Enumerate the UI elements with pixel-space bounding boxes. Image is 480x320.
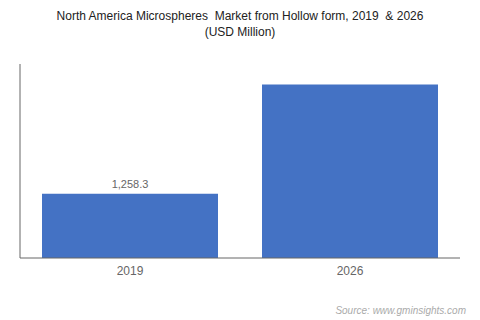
html-text:Source: www.gminsights.com: Source: www.gminsights.com — [335, 305, 466, 316]
svg-text:1,258.3: 1,258.3 — [112, 178, 149, 190]
svg-text:2019: 2019 — [117, 264, 144, 278]
svg-text:2026: 2026 — [337, 264, 364, 278]
html-text:(USD Million): (USD Million) — [204, 25, 276, 39]
html-text:North America Microspheres Mar: North America Microspheres Market from H… — [56, 9, 424, 23]
